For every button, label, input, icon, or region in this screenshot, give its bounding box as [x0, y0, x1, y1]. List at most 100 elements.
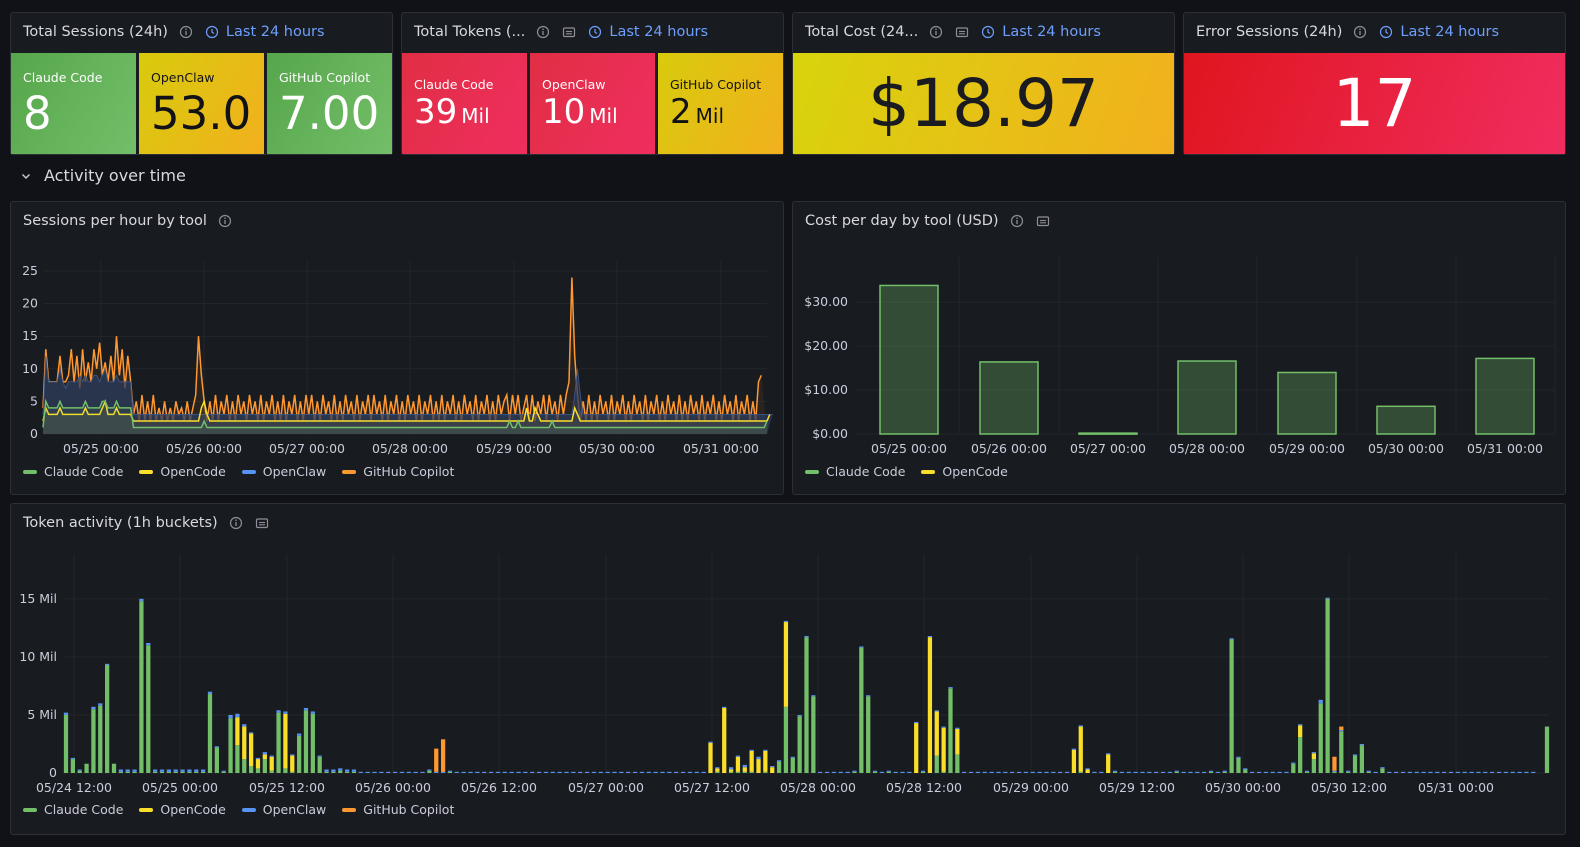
token-bar — [1298, 724, 1303, 726]
panel-title: Sessions per hour by tool — [23, 213, 207, 229]
library-panel-icon[interactable] — [561, 24, 577, 40]
token-bar — [269, 756, 274, 771]
legend-label: Claude Code — [44, 802, 124, 817]
token-bar — [728, 769, 734, 772]
token-bar — [1346, 771, 1351, 773]
token-chart[interactable]: 0 5 Mil 10 Mil 15 Mil 05/24 12:00 05/25 00:00… — [11, 544, 1565, 840]
info-icon[interactable] — [178, 24, 194, 40]
token-bar — [454, 771, 459, 773]
token-bar — [331, 769, 336, 772]
token-bar — [1496, 771, 1502, 773]
token-bar — [756, 756, 761, 760]
token-bar — [1284, 771, 1289, 773]
legend-swatch — [241, 807, 256, 812]
series-line — [42, 398, 768, 429]
time-range-link[interactable]: Last 24 hours — [587, 24, 708, 40]
token-bar — [893, 771, 898, 773]
token-bar — [447, 771, 453, 773]
time-range-link[interactable]: Last 24 hours — [1378, 24, 1499, 40]
time-range-link[interactable]: Last 24 hours — [204, 24, 325, 40]
info-icon[interactable] — [1009, 213, 1025, 229]
token-bar — [118, 769, 123, 772]
stat-tile-openclaw: OpenClaw 53.0 — [139, 53, 264, 154]
cost-bar — [1376, 405, 1436, 435]
info-icon[interactable] — [928, 24, 944, 40]
token-bar — [1311, 752, 1317, 754]
legend-item[interactable]: OpenClaw — [241, 802, 326, 817]
total-cost-panel: Total Cost (24... Last 24 hours $18.97 — [792, 12, 1175, 155]
token-bar — [1352, 755, 1358, 773]
legend-item[interactable]: Claude Code — [23, 464, 123, 479]
token-bar — [660, 771, 665, 773]
token-bar — [1366, 771, 1371, 773]
token-bar — [859, 646, 864, 648]
library-panel-icon[interactable] — [1035, 213, 1051, 229]
cost-chart[interactable]: $0.00 $10.00 $20.00 $30.00 05/25 00:00 05/26 … — [793, 242, 1565, 502]
token-bar — [207, 694, 213, 773]
time-range-label: Last 24 hours — [225, 24, 325, 40]
legend-item[interactable]: OpenCode — [139, 464, 226, 479]
token-bar — [1517, 771, 1522, 773]
token-bar — [797, 714, 802, 717]
token-bar — [242, 759, 247, 773]
token-bar — [756, 759, 761, 773]
token-bar — [1455, 771, 1460, 773]
token-bar — [1394, 771, 1399, 773]
token-bar — [180, 769, 185, 772]
library-panel-icon[interactable] — [954, 24, 970, 40]
total-tokens-panel: Total Tokens (... Last 24 hours Claude C… — [401, 12, 784, 155]
legend-item[interactable]: OpenCode — [921, 464, 1008, 479]
tile-label: Claude Code — [23, 70, 103, 85]
legend-item[interactable]: GitHub Copilot — [342, 464, 454, 479]
token-bar — [235, 713, 240, 718]
token-bar — [907, 771, 912, 773]
stat-tile-github-copilot: GitHub Copilot 7.00 — [267, 53, 392, 154]
legend-item[interactable]: GitHub Copilot — [342, 802, 454, 817]
token-bar — [742, 771, 747, 773]
row-header-activity[interactable]: Activity over time — [18, 166, 186, 185]
token-bar — [955, 728, 960, 755]
info-icon[interactable] — [1352, 24, 1368, 40]
token-bar — [927, 637, 933, 773]
legend-item[interactable]: OpenClaw — [241, 464, 326, 479]
token-bar — [70, 757, 75, 760]
legend-item[interactable]: Claude Code — [23, 802, 123, 817]
legend-label: OpenCode — [160, 464, 226, 479]
token-bar — [1448, 771, 1454, 773]
series-area — [43, 401, 770, 434]
token-bar — [639, 771, 645, 773]
token-bar — [1476, 771, 1481, 773]
library-panel-icon[interactable] — [254, 515, 270, 531]
token-bar — [1311, 759, 1317, 773]
token-bar — [153, 771, 158, 773]
time-range-link[interactable]: Last 24 hours — [980, 24, 1101, 40]
tile-label: OpenClaw — [151, 70, 215, 85]
legend-item[interactable]: Claude Code — [805, 464, 905, 479]
token-bar — [290, 755, 295, 772]
token-bar — [1078, 771, 1083, 773]
legend-item[interactable]: OpenCode — [139, 802, 226, 817]
token-bar — [708, 742, 713, 773]
token-bar — [475, 771, 480, 773]
tile-value: 39 Mil — [414, 95, 490, 129]
info-icon[interactable] — [217, 213, 233, 229]
token-bar — [221, 770, 226, 772]
info-icon[interactable] — [535, 24, 551, 40]
token-bar — [735, 756, 741, 772]
info-icon[interactable] — [228, 515, 244, 531]
token-bar — [962, 771, 967, 773]
token-bar — [290, 771, 295, 773]
token-bar — [242, 724, 247, 727]
token-bar — [1119, 771, 1125, 773]
token-bar — [440, 771, 446, 773]
token-bar — [1304, 770, 1310, 772]
token-bar — [235, 745, 240, 773]
row-title: Activity over time — [44, 166, 186, 185]
series-line — [42, 355, 773, 415]
sessions-chart[interactable]: 0 5 10 15 20 25 05/25 00:00 05/26 00:00 05/27 00… — [11, 242, 783, 502]
token-bar — [221, 771, 226, 773]
time-range-label: Last 24 hours — [609, 24, 709, 40]
token-bar — [248, 733, 254, 767]
token-bar — [98, 703, 103, 706]
token-bar — [1147, 771, 1152, 773]
